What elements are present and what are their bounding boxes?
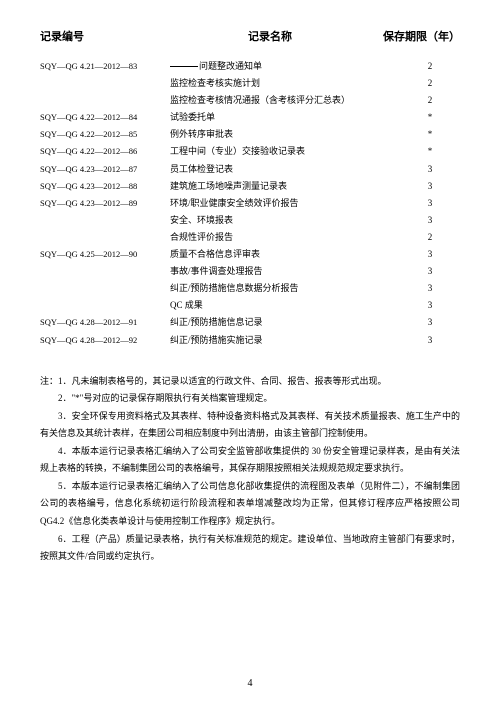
- cell-name: 员工体检登记表: [170, 161, 400, 178]
- cell-name: 监控检查考核实施计划: [170, 75, 400, 92]
- header-period: 保存期限（年）: [370, 28, 460, 44]
- cell-period: 3: [400, 212, 460, 229]
- table-row: SQY—QG 4.22—2012—85例外转序审批表*: [40, 126, 460, 143]
- table-row: 监控检查考核实施计划2: [40, 75, 460, 92]
- cell-period: 3: [400, 280, 460, 297]
- header-name: 记录名称: [170, 28, 370, 44]
- cell-code: SQY—QG 4.22—2012—85: [40, 126, 170, 143]
- cell-name: 试验委托单: [170, 109, 400, 126]
- cell-code: SQY—QG 4.23—2012—89: [40, 195, 170, 212]
- cell-name: 建筑施工场地噪声测量记录表: [170, 178, 400, 195]
- cell-name: 质量不合格信息评审表: [170, 246, 400, 263]
- cell-name: QC 成果: [170, 297, 400, 314]
- table-row: SQY—QG 4.25—2012—90质量不合格信息评审表3: [40, 246, 460, 263]
- cell-name: 环境/职业健康安全绩效评价报告: [170, 195, 400, 212]
- table-row: 纠正/预防措施信息数据分析报告3: [40, 280, 460, 297]
- cell-name: 安全、环境报表: [170, 212, 400, 229]
- note-paragraph: 2．"*"号对应的记录保存期限执行有关档案管理规定。: [40, 390, 460, 408]
- table-row: QC 成果3: [40, 297, 460, 314]
- cell-name: 工程中间（专业）交接验收记录表: [170, 143, 400, 160]
- table-row: 合规性评价报告2: [40, 229, 460, 246]
- table-row: SQY—QG 4.23—2012—87员工体检登记表3: [40, 161, 460, 178]
- cell-code: SQY—QG 4.23—2012—88: [40, 178, 170, 195]
- cell-period: 3: [400, 161, 460, 178]
- cell-name: 例外转序审批表: [170, 126, 400, 143]
- cell-code: SQY—QG 4.22—2012—86: [40, 143, 170, 160]
- notes-section: 注：1．凡未编制表格号的，其记录以适宜的行政文件、合同、报告、报表等形式出现。2…: [40, 373, 460, 566]
- cell-period: *: [400, 126, 460, 143]
- underline-blank: [170, 66, 198, 67]
- cell-code: [40, 263, 170, 280]
- table-row: SQY—QG 4.23—2012—88建筑施工场地噪声测量记录表3: [40, 178, 460, 195]
- cell-code: SQY—QG 4.21—2012—83: [40, 58, 170, 75]
- cell-name: 合规性评价报告: [170, 229, 400, 246]
- table-row: SQY—QG 4.21—2012—83问题整改通知单2: [40, 58, 460, 75]
- table-row: SQY—QG 4.22—2012—86工程中间（专业）交接验收记录表*: [40, 143, 460, 160]
- cell-code: [40, 297, 170, 314]
- cell-period: 3: [400, 195, 460, 212]
- cell-name: 纠正/预防措施信息数据分析报告: [170, 280, 400, 297]
- page-number: 4: [248, 678, 253, 689]
- header-code: 记录编号: [40, 28, 170, 44]
- table-row: 监控检查考核情况通报（含考核评分汇总表）2: [40, 92, 460, 109]
- table-row: 安全、环境报表3: [40, 212, 460, 229]
- cell-code: SQY—QG 4.28—2012—91: [40, 314, 170, 331]
- table-row: SQY—QG 4.22—2012—84试验委托单*: [40, 109, 460, 126]
- cell-name: 纠正/预防措施实施记录: [170, 332, 400, 349]
- cell-period: 2: [400, 75, 460, 92]
- cell-period: *: [400, 109, 460, 126]
- cell-code: [40, 280, 170, 297]
- cell-period: 3: [400, 246, 460, 263]
- cell-period: 2: [400, 229, 460, 246]
- cell-period: 2: [400, 92, 460, 109]
- cell-name: 纠正/预防措施信息记录: [170, 314, 400, 331]
- table-row: 事故/事件调查处理报告3: [40, 263, 460, 280]
- cell-period: 3: [400, 297, 460, 314]
- note-paragraph: 5．本版本运行记录表格汇编纳入了公司信息化部收集提供的流程图及表单（见附件二），…: [40, 478, 460, 531]
- note-paragraph: 3．安全环保专用资料格式及其表样、特种设备资料格式及其表样、有关技术质量报表、施…: [40, 408, 460, 443]
- cell-period: 2: [400, 58, 460, 75]
- cell-code: [40, 229, 170, 246]
- cell-period: 3: [400, 178, 460, 195]
- cell-name: 问题整改通知单: [170, 58, 400, 75]
- cell-code: [40, 75, 170, 92]
- cell-code: [40, 212, 170, 229]
- cell-code: [40, 92, 170, 109]
- cell-name: 监控检查考核情况通报（含考核评分汇总表）: [170, 92, 400, 109]
- cell-code: SQY—QG 4.23—2012—87: [40, 161, 170, 178]
- cell-code: SQY—QG 4.28—2012—92: [40, 332, 170, 349]
- table-header: 记录编号 记录名称 保存期限（年）: [40, 28, 460, 44]
- cell-name: 事故/事件调查处理报告: [170, 263, 400, 280]
- cell-code: SQY—QG 4.25—2012—90: [40, 246, 170, 263]
- cell-period: 3: [400, 314, 460, 331]
- note-paragraph: 6．工程（产品）质量记录表格，执行有关标准规范的规定。建设单位、当地政府主管部门…: [40, 531, 460, 566]
- table-row: SQY—QG 4.28—2012—91纠正/预防措施信息记录3: [40, 314, 460, 331]
- cell-period: *: [400, 143, 460, 160]
- cell-code: SQY—QG 4.22—2012—84: [40, 109, 170, 126]
- table-row: SQY—QG 4.28—2012—92纠正/预防措施实施记录3: [40, 332, 460, 349]
- note-paragraph: 4．本版本运行记录表格汇编纳入了公司安全监管部收集提供的 30 份安全管理记录样…: [40, 443, 460, 478]
- cell-period: 3: [400, 263, 460, 280]
- cell-period: 3: [400, 332, 460, 349]
- table-row: SQY—QG 4.23—2012—89环境/职业健康安全绩效评价报告3: [40, 195, 460, 212]
- table-body: SQY—QG 4.21—2012—83问题整改通知单2监控检查考核实施计划2监控…: [40, 58, 460, 349]
- note-paragraph: 注：1．凡未编制表格号的，其记录以适宜的行政文件、合同、报告、报表等形式出现。: [40, 373, 460, 391]
